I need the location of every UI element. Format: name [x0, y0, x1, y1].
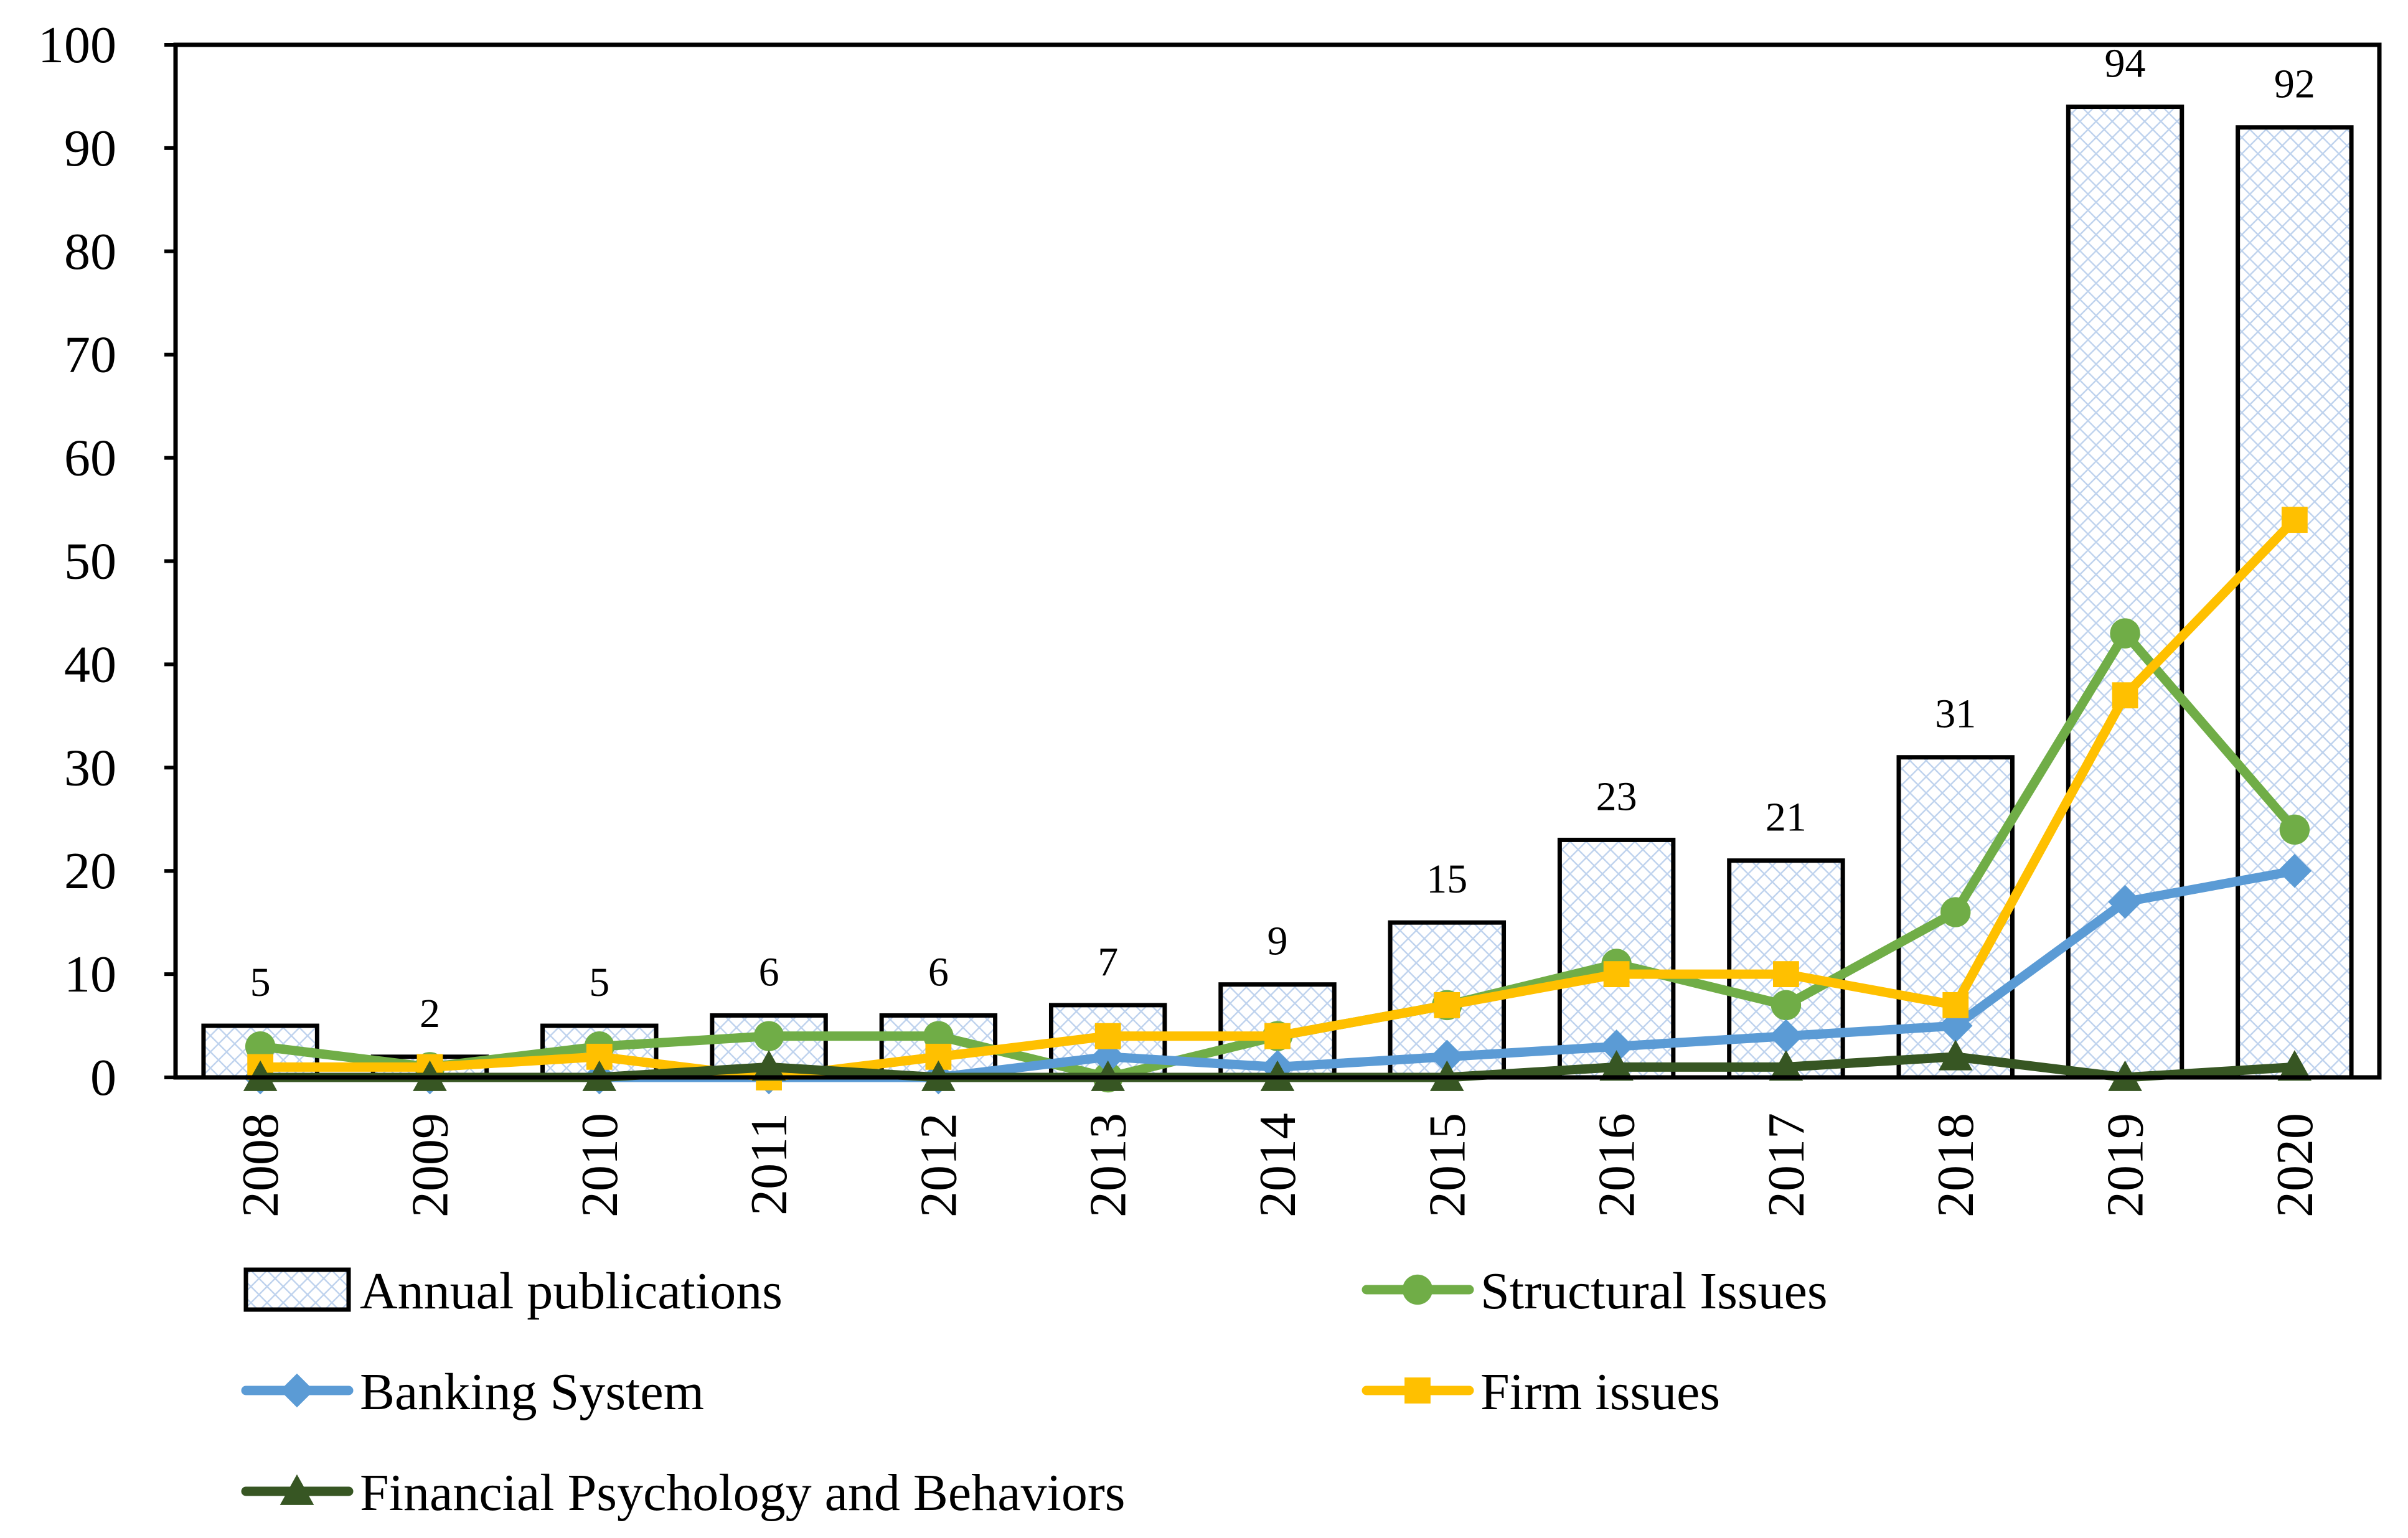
point-firm-issues-2015 [1434, 992, 1460, 1018]
legend-entry-firm-issues: Firm issues [1362, 1363, 1720, 1421]
bar-value-label-2013: 7 [1098, 939, 1118, 985]
bar-2020 [2236, 125, 2354, 1080]
point-firm-issues-2014 [1264, 1023, 1291, 1049]
legend-marker-structural-issues [1402, 1274, 1433, 1305]
legend-label-banking-system: Banking System [360, 1363, 704, 1421]
legend-label-financial-psychology-and-behaviors: Financial Psychology and Behaviors [360, 1464, 1125, 1522]
legend-marker-banking-system [280, 1373, 314, 1408]
x-tick-label-2009: 2009 [401, 1113, 459, 1217]
x-tick-label-2014: 2014 [1249, 1113, 1307, 1217]
point-structural-issues-2019 [2110, 618, 2140, 649]
x-tick-label-2018: 2018 [1927, 1113, 1985, 1217]
bar-value-label-2020: 92 [2274, 62, 2315, 107]
y-tick-label-80: 80 [64, 223, 116, 281]
y-tick-label-70: 70 [64, 326, 116, 384]
y-tick-label-10: 10 [64, 945, 116, 1003]
point-structural-issues-2020 [2279, 814, 2310, 845]
x-tick-label-2008: 2008 [232, 1113, 289, 1217]
point-banking-system-2020 [2277, 853, 2312, 888]
x-tick-label-2020: 2020 [2266, 1113, 2324, 1217]
legend-marker-firm-issues [1404, 1377, 1431, 1404]
bar-value-label-2017: 21 [1766, 795, 1807, 840]
bar-value-label-2015: 15 [1426, 856, 1467, 902]
x-tick-label-2013: 2013 [1079, 1113, 1137, 1217]
point-firm-issues-2016 [1603, 961, 1630, 987]
legend-marker-financial-psychology-and-behaviors [280, 1474, 314, 1505]
bar-value-label-2016: 23 [1596, 774, 1637, 819]
x-tick-label-2017: 2017 [1757, 1113, 1815, 1217]
legend-entry-structural-issues: Structural Issues [1362, 1262, 1828, 1320]
point-structural-issues-2008 [245, 1031, 276, 1062]
y-tick-label-60: 60 [64, 429, 116, 487]
x-tick-label-2015: 2015 [1418, 1113, 1476, 1217]
bar-value-label-2014: 9 [1267, 919, 1288, 964]
bar-value-label-2019: 94 [2105, 41, 2146, 87]
point-firm-issues-2018 [1942, 992, 1969, 1018]
point-banking-system-2016 [1599, 1029, 1634, 1064]
legend-label-structural-issues: Structural Issues [1480, 1262, 1828, 1320]
point-structural-issues-2011 [753, 1021, 784, 1051]
point-financial-psychology-and-behaviors-2017 [1769, 1050, 1804, 1081]
point-structural-issues-2017 [1771, 990, 1802, 1021]
point-firm-issues-2020 [2281, 507, 2308, 533]
point-financial-psychology-and-behaviors-2011 [751, 1050, 786, 1081]
point-financial-psychology-and-behaviors-2020 [2277, 1050, 2312, 1081]
bar-value-label-2012: 6 [928, 949, 949, 995]
y-tick-label-30: 30 [64, 739, 116, 797]
y-tick-label-100: 100 [38, 16, 116, 74]
legend-entry-banking-system: Banking System [241, 1363, 704, 1421]
x-tick-label-2016: 2016 [1588, 1113, 1646, 1217]
bar-value-label-2011: 6 [759, 949, 779, 995]
bar-value-label-2009: 2 [420, 991, 440, 1036]
x-tick-label-2011: 2011 [740, 1113, 798, 1216]
point-financial-psychology-and-behaviors-2016 [1599, 1050, 1634, 1081]
legend-label-firm-issues: Firm issues [1480, 1363, 1720, 1421]
point-firm-issues-2019 [2112, 682, 2138, 709]
x-tick-label-2010: 2010 [571, 1113, 629, 1217]
point-structural-issues-2018 [1940, 897, 1971, 927]
point-banking-system-2017 [1769, 1019, 1804, 1053]
bar-value-label-2008: 5 [250, 960, 271, 1005]
legend-label-annual-publications: Annual publications [360, 1262, 783, 1320]
y-tick-label-50: 50 [64, 533, 116, 591]
bar-value-label-2018: 31 [1935, 692, 1976, 737]
point-firm-issues-2017 [1773, 961, 1799, 987]
y-tick-label-20: 20 [64, 842, 116, 900]
y-tick-label-40: 40 [64, 635, 116, 693]
bar-value-label-2010: 5 [589, 960, 609, 1005]
y-tick-label-90: 90 [64, 120, 116, 177]
x-tick-label-2019: 2019 [2097, 1113, 2155, 1217]
point-financial-psychology-and-behaviors-2018 [1938, 1039, 1973, 1071]
point-structural-issues-2012 [923, 1021, 954, 1051]
point-banking-system-2015 [1430, 1039, 1464, 1074]
point-firm-issues-2013 [1094, 1023, 1121, 1049]
legend-entry-financial-psychology-and-behaviors: Financial Psychology and Behaviors [241, 1464, 1125, 1522]
y-tick-label-0: 0 [90, 1049, 116, 1107]
x-tick-label-2012: 2012 [910, 1113, 967, 1217]
point-banking-system-2019 [2108, 884, 2142, 919]
legend-swatch-annual-publications [243, 1267, 351, 1312]
legend-entry-annual-publications: Annual publications [243, 1262, 783, 1320]
